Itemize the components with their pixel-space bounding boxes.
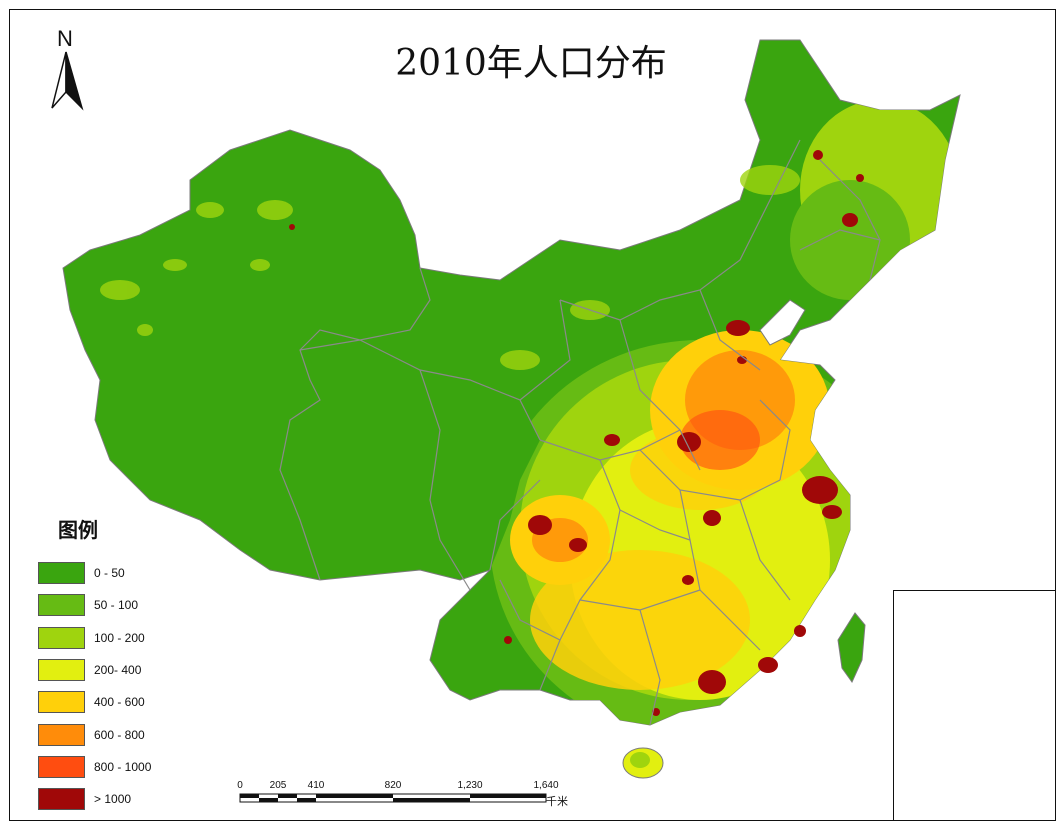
legend-item: 0 - 50 (38, 557, 151, 589)
scale-tick-label: 0 (237, 780, 243, 791)
legend-swatch (38, 723, 85, 746)
scale-tick-label: 1,640 (533, 780, 559, 791)
north-arrow-icon (51, 51, 84, 111)
legend-swatch (38, 659, 85, 682)
legend-item: > 1000 (38, 783, 151, 815)
legend-rows: 0 - 50 50 - 100 100 - 200 200- 400 400 - 600… (38, 557, 151, 815)
scale-bar-graphic (239, 793, 547, 803)
legend-item: 800 - 1000 (38, 751, 151, 783)
scale-unit-label: 千米 (546, 796, 568, 808)
legend-swatch (38, 755, 85, 778)
legend-swatch (38, 562, 85, 585)
legend-item: 50 - 100 (38, 589, 151, 621)
legend-label: 100 - 200 (94, 630, 145, 645)
legend-label: > 1000 (94, 792, 132, 807)
inset-frame (893, 590, 1056, 821)
legend-item: 200- 400 (38, 654, 151, 686)
legend-swatch (38, 788, 85, 811)
legend-swatch (38, 691, 85, 714)
legend-swatch (38, 594, 85, 617)
scale-tick-label: 1,230 (457, 780, 483, 791)
legend-item: 600 - 800 (38, 718, 151, 750)
legend-title: 图例 (58, 518, 98, 542)
hainan-density (630, 752, 650, 768)
legend-label: 50 - 100 (94, 598, 139, 613)
province-boundaries (279, 139, 881, 726)
density-overlay (490, 100, 960, 725)
west-density (100, 165, 800, 370)
legend-item: 400 - 600 (38, 686, 151, 718)
north-label: N (57, 26, 73, 51)
legend-label: 800 - 1000 (94, 759, 152, 774)
legend-label: 600 - 800 (94, 727, 145, 742)
legend-label: 0 - 50 (94, 566, 125, 581)
legend-label: 200- 400 (94, 663, 142, 678)
map-title: 2010年人口分布 (395, 43, 667, 84)
legend-label: 400 - 600 (94, 695, 145, 710)
legend-item: 100 - 200 (38, 622, 151, 654)
legend: 图例 0 - 50 50 - 100 100 - 200 200- 400 400 - … (38, 514, 151, 815)
taiwan-island (837, 612, 866, 683)
legend-swatch (38, 626, 85, 649)
scale-tick-label: 820 (384, 780, 402, 791)
scale-tick-label: 410 (307, 780, 325, 791)
bohai-sea (759, 299, 806, 346)
scale-tick-label: 205 (269, 780, 287, 791)
